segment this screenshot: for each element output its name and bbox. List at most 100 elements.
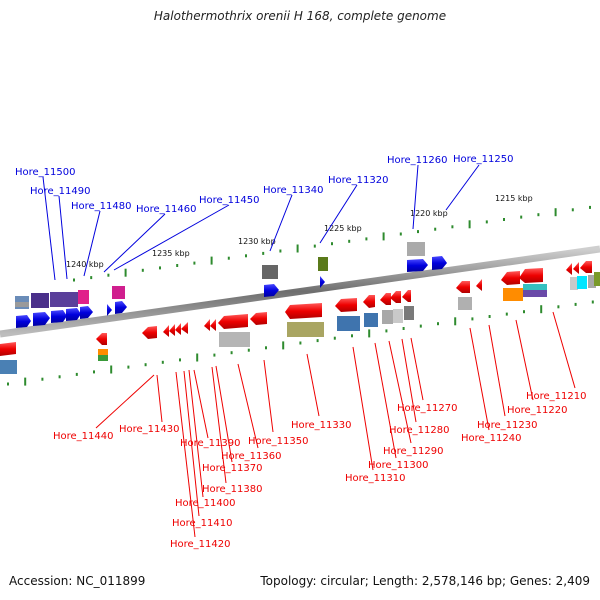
feature-block bbox=[404, 306, 414, 320]
feature-block bbox=[364, 313, 378, 327]
feature-block bbox=[318, 257, 328, 271]
gene-arrow-forward bbox=[264, 284, 279, 297]
genome-title: Halothermothrix orenii H 168, complete g… bbox=[153, 9, 447, 23]
feature-block bbox=[219, 332, 250, 347]
gene-arrow-reverse bbox=[204, 319, 210, 331]
feature-block bbox=[458, 297, 472, 310]
leader-line bbox=[401, 338, 417, 423]
feature-block bbox=[287, 322, 324, 337]
gene-label-hore-11290: Hore_11290 bbox=[383, 446, 444, 457]
gene-arrow-reverse bbox=[0, 342, 16, 356]
gene-arrow-reverse bbox=[218, 314, 248, 329]
gene-label-hore-11460: Hore_11460 bbox=[136, 204, 197, 215]
gene-label-hore-11390: Hore_11390 bbox=[180, 438, 241, 449]
feature-block bbox=[594, 272, 600, 286]
leader-line bbox=[237, 363, 259, 449]
leader-line bbox=[215, 365, 233, 463]
feature-block bbox=[337, 316, 360, 331]
reverse-leader-lines bbox=[95, 311, 576, 538]
scale-label-1240: 1240 kbp bbox=[66, 260, 104, 269]
accession-text: Accession: NC_011899 bbox=[9, 574, 146, 588]
gene-label-hore-11300: Hore_11300 bbox=[368, 460, 429, 471]
feature-block bbox=[523, 284, 547, 290]
gene-label-hore-11330: Hore_11330 bbox=[291, 420, 352, 431]
gene-arrow-reverse bbox=[142, 326, 157, 339]
leader-line bbox=[410, 337, 424, 401]
gene-arrow-forward bbox=[115, 301, 127, 314]
gene-arrow-forward bbox=[16, 315, 31, 328]
gene-arrow-reverse bbox=[210, 319, 216, 331]
feature-block bbox=[523, 290, 547, 297]
gene-label-hore-11400: Hore_11400 bbox=[175, 498, 236, 509]
leader-line bbox=[113, 204, 230, 271]
gene-arrow-reverse bbox=[476, 279, 482, 291]
gene-label-hore-11410: Hore_11410 bbox=[172, 518, 233, 529]
gene-arrow-reverse bbox=[163, 325, 169, 337]
gene-arrow-forward bbox=[432, 256, 447, 270]
leader-line bbox=[156, 374, 163, 423]
feature-block bbox=[577, 276, 587, 289]
gene-label-hore-11450: Hore_11450 bbox=[199, 195, 260, 206]
feature-block bbox=[570, 277, 578, 290]
feature-block bbox=[50, 292, 78, 307]
gene-arrow-forward bbox=[66, 308, 81, 321]
gene-arrow-reverse bbox=[175, 323, 181, 335]
scale-label-1220: 1220 kbp bbox=[410, 209, 448, 218]
leader-line bbox=[263, 359, 274, 433]
gene-label-hore-11240: Hore_11240 bbox=[461, 433, 522, 444]
gene-label-hore-11380: Hore_11380 bbox=[202, 484, 263, 495]
gene-arrow-forward bbox=[407, 259, 428, 272]
leader-line bbox=[306, 353, 320, 417]
feature-block bbox=[588, 275, 596, 288]
feature-block bbox=[112, 286, 125, 299]
gene-arrow-reverse bbox=[96, 333, 107, 345]
forward-leader-lines bbox=[42, 164, 480, 281]
scale-track-upper bbox=[73, 205, 591, 282]
gene-arrow-reverse bbox=[169, 324, 175, 336]
feature-block bbox=[382, 310, 393, 324]
gene-arrow-reverse bbox=[285, 303, 322, 319]
gene-arrow-reverse bbox=[501, 271, 520, 285]
leader-line bbox=[412, 164, 419, 230]
leader-line bbox=[83, 210, 101, 277]
gene-label-hore-11230: Hore_11230 bbox=[477, 420, 538, 431]
leader-line bbox=[183, 370, 200, 517]
gene-arrow-forward bbox=[320, 276, 325, 288]
gene-arrow-reverse bbox=[519, 268, 543, 283]
gene-arrow-reverse bbox=[380, 293, 391, 305]
gene-label-hore-11320: Hore_11320 bbox=[328, 175, 389, 186]
leader-line bbox=[515, 319, 534, 401]
feature-block bbox=[393, 309, 403, 323]
reverse-feature-blocks bbox=[0, 272, 600, 374]
leader-line bbox=[42, 176, 56, 281]
gene-arrow-reverse bbox=[335, 298, 357, 312]
gene-arrow-forward bbox=[107, 304, 112, 316]
scale-label-1235: 1235 kbp bbox=[152, 249, 190, 258]
gene-arrow-reverse bbox=[250, 312, 267, 325]
feature-block bbox=[262, 265, 278, 279]
forward-feature-blocks bbox=[15, 242, 425, 309]
gene-label-hore-11280: Hore_11280 bbox=[389, 425, 450, 436]
leader-line bbox=[319, 184, 358, 244]
gene-arrow-reverse bbox=[580, 261, 592, 273]
leader-line bbox=[552, 311, 576, 389]
forward-gene-arrows bbox=[16, 256, 447, 328]
gene-arrow-forward bbox=[80, 306, 93, 319]
genome-backbone bbox=[0, 245, 600, 338]
gene-label-hore-11270: Hore_11270 bbox=[397, 403, 458, 414]
leader-line bbox=[445, 164, 480, 211]
feature-block bbox=[98, 349, 108, 355]
gene-arrow-reverse bbox=[363, 295, 375, 308]
gene-arrow-forward bbox=[33, 312, 50, 326]
gene-arrow-reverse bbox=[402, 290, 411, 302]
feature-block bbox=[0, 360, 17, 374]
gene-label-hore-11260: Hore_11260 bbox=[387, 155, 448, 166]
leader-line bbox=[188, 369, 204, 498]
feature-block bbox=[15, 302, 29, 307]
leader-line bbox=[488, 324, 506, 417]
scale-label-1215: 1215 kbp bbox=[495, 194, 533, 203]
reverse-gene-arrows bbox=[0, 261, 592, 356]
feature-block bbox=[78, 290, 89, 304]
scale-label-1225: 1225 kbp bbox=[324, 224, 362, 233]
